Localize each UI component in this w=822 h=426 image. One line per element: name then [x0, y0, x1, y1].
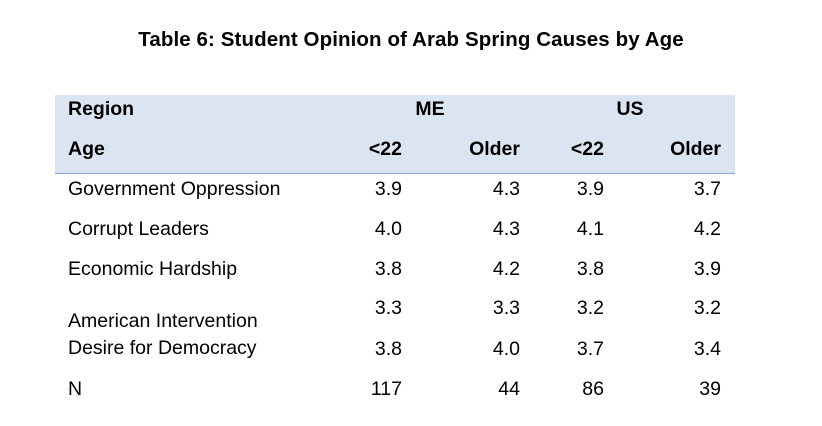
table-header-band	[55, 95, 735, 173]
header-us-under22: <22	[570, 138, 604, 160]
row-label: N	[68, 378, 83, 400]
cell-us-older: 3.2	[693, 297, 721, 319]
header-region-label: Region	[68, 98, 135, 120]
cell-me-older: 4.3	[492, 178, 520, 200]
cell-us-older: 3.9	[693, 258, 721, 280]
row-label: Government Oppression	[68, 178, 281, 200]
row-label: Corrupt Leaders	[68, 218, 209, 240]
cell-us-under22: 3.9	[576, 178, 604, 200]
cell-me-older: 3.3	[492, 297, 520, 319]
cell-me-older: 4.0	[492, 338, 520, 360]
cell-me-older: 44	[498, 378, 520, 400]
cell-me-under22: 3.8	[374, 258, 402, 280]
cell-me-older: 4.3	[492, 218, 520, 240]
cell-me-under22: 4.0	[374, 218, 402, 240]
cell-us-older: 39	[699, 378, 721, 400]
cell-us-under22: 3.2	[576, 297, 604, 319]
cell-me-older: 4.2	[492, 258, 520, 280]
cell-us-under22: 4.1	[576, 218, 604, 240]
table-title: Table 6: Student Opinion of Arab Spring …	[138, 28, 684, 51]
table-header-rule	[55, 173, 735, 174]
header-us-older: Older	[670, 138, 721, 160]
cell-me-under22: 3.8	[374, 338, 402, 360]
row-label: American Intervention	[68, 310, 258, 332]
row-label: Economic Hardship	[68, 258, 238, 280]
header-me-under22: <22	[368, 138, 402, 160]
cell-us-under22: 3.7	[576, 338, 604, 360]
cell-us-older: 4.2	[693, 218, 721, 240]
header-group-me: ME	[415, 98, 445, 120]
cell-me-under22: 117	[370, 378, 402, 400]
cell-us-under22: 3.8	[576, 258, 604, 280]
cell-me-under22: 3.9	[374, 178, 402, 200]
cell-us-older: 3.7	[693, 178, 721, 200]
header-age-label: Age	[68, 138, 105, 160]
cell-us-under22: 86	[582, 378, 604, 400]
cell-us-older: 3.4	[693, 338, 721, 360]
header-group-us: US	[616, 98, 644, 120]
row-label: Desire for Democracy	[68, 337, 257, 359]
header-me-older: Older	[469, 138, 520, 160]
cell-me-under22: 3.3	[374, 297, 402, 319]
